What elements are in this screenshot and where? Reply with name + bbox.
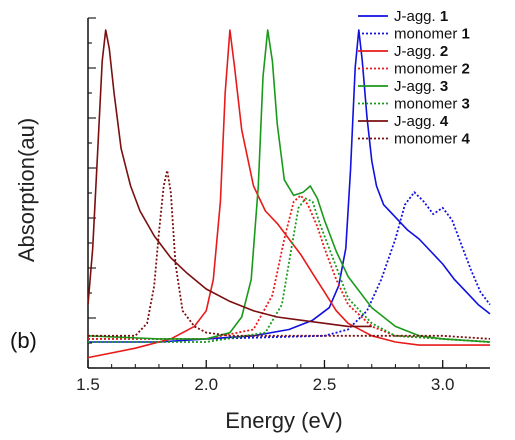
legend-entry-8: monomer 4 <box>394 131 471 148</box>
x-axis-label: Energy (eV) <box>225 408 342 433</box>
x-axis-ticks: 1.5 2.0 2.5 3.0 <box>76 360 467 394</box>
y-axis-ticks <box>88 17 96 369</box>
panel-label: (b) <box>10 328 37 353</box>
legend-entry-1: J-agg. 1 <box>394 8 448 25</box>
y-axis-label: Absorption(au) <box>14 118 39 262</box>
legend-entry-5: J-agg. 3 <box>394 78 448 95</box>
legend-entry-7: J-agg. 4 <box>394 113 449 130</box>
legend-entry-3: J-agg. 2 <box>394 43 448 60</box>
series-line-7 <box>87 29 372 328</box>
x-tick-label: 2.5 <box>313 375 337 394</box>
series-line-8 <box>88 169 491 340</box>
x-tick-label: 2.0 <box>194 375 218 394</box>
series-line-1 <box>88 29 491 343</box>
x-tick-label: 3.0 <box>431 375 455 394</box>
legend-entry-6: monomer 3 <box>394 96 470 113</box>
series-line-5 <box>87 29 491 343</box>
x-tick-label: 1.5 <box>76 375 100 394</box>
series-line-2 <box>88 191 491 340</box>
series-line-4 <box>88 194 491 343</box>
series-layer <box>87 29 491 359</box>
legend-entry-2: monomer 1 <box>394 26 470 43</box>
series-line-3 <box>87 29 490 359</box>
legend-entry-4: monomer 2 <box>394 61 470 78</box>
series-line-6 <box>88 197 491 343</box>
